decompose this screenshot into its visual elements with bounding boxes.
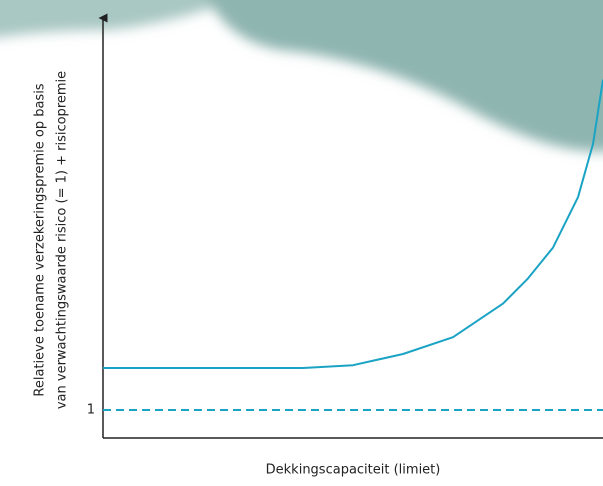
background-shape bbox=[0, 0, 603, 152]
y-axis-label: van verwachtingswaarde risico (= 1) + ri… bbox=[55, 71, 70, 409]
page: Relatieve toename verzekeringspremie op … bbox=[0, 0, 603, 486]
x-axis-label: Dekkingscapaciteit (limiet) bbox=[266, 463, 441, 478]
chart: Relatieve toename verzekeringspremie op … bbox=[0, 0, 603, 486]
y-axis-label: Relatieve toename verzekeringspremie op … bbox=[33, 83, 48, 396]
y-tick-label: 1 bbox=[87, 403, 95, 418]
